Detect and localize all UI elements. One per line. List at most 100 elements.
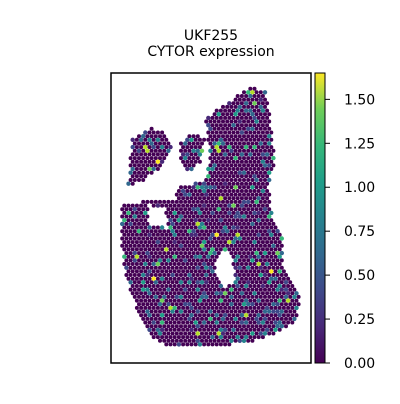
tissue-spot <box>181 203 186 208</box>
tissue-spot <box>179 236 183 241</box>
tissue-spot <box>242 97 246 102</box>
tissue-spot <box>229 331 234 336</box>
tissue-spot <box>166 199 171 204</box>
expression-spot <box>239 313 245 318</box>
expression-spot <box>130 137 135 142</box>
tissue-spot <box>256 115 261 120</box>
expression-spot <box>258 97 263 102</box>
tissue-spot <box>134 284 139 288</box>
tissue-spot <box>143 247 148 252</box>
tissue-spot <box>185 313 190 318</box>
tissue-spot <box>239 123 244 128</box>
tissue-spot <box>202 210 207 215</box>
tissue-spot <box>206 137 211 142</box>
tissue-spot <box>216 338 221 343</box>
tissue-spot <box>267 221 272 226</box>
tissue-spot <box>242 90 246 95</box>
colorbar-tick-label: 1.25 <box>344 136 375 152</box>
tissue-spot <box>187 265 192 270</box>
tissue-spot <box>162 287 167 292</box>
expression-spot <box>239 203 245 208</box>
tissue-spot <box>168 262 173 266</box>
expression-spot <box>222 152 228 157</box>
tissue-spot <box>229 199 234 204</box>
tissue-spot <box>269 298 274 303</box>
tissue-spot <box>244 262 249 266</box>
expression-spot <box>231 327 236 332</box>
tissue-spot <box>179 302 183 307</box>
expression-spot <box>201 261 207 267</box>
expression-spot <box>229 302 234 307</box>
tissue-spot <box>214 167 219 171</box>
expression-spot <box>204 272 209 278</box>
tissue-spot <box>254 309 259 314</box>
tissue-spot <box>189 196 194 201</box>
tissue-spot <box>143 254 148 259</box>
tissue-spot <box>181 225 186 230</box>
tissue-spot <box>254 97 259 102</box>
tissue-spot <box>174 309 179 314</box>
tissue-spot <box>145 207 150 212</box>
expression-spot <box>199 280 205 285</box>
tissue-spot <box>265 218 270 223</box>
tissue-spot <box>191 243 196 248</box>
tissue-spot <box>185 305 190 310</box>
expression-spot <box>233 112 238 117</box>
expression-spot <box>155 261 161 267</box>
expression-spot <box>204 280 209 285</box>
tissue-spot <box>155 298 160 303</box>
tissue-spot <box>141 178 146 182</box>
expression-spot <box>170 229 175 234</box>
tissue-spot <box>179 287 183 292</box>
expression-spot <box>256 261 261 267</box>
tissue-spot <box>258 178 263 182</box>
expression-spot <box>130 166 135 172</box>
tissue-spot <box>248 218 253 223</box>
tissue-spot <box>208 141 213 146</box>
expression-spot <box>294 291 299 296</box>
tissue-spot <box>256 145 261 150</box>
tissue-spot <box>134 232 139 237</box>
tissue-spot <box>275 258 280 263</box>
expression-spot <box>218 327 224 332</box>
tissue-spot <box>221 112 225 117</box>
tissue-spot <box>166 236 171 241</box>
tissue-spot <box>162 338 167 343</box>
tissue-spot <box>126 269 131 274</box>
tissue-spot <box>258 163 263 168</box>
expression-spot <box>206 218 211 223</box>
tissue-spot <box>202 327 207 332</box>
expression-spot <box>252 101 257 106</box>
tissue-spot <box>187 331 192 336</box>
tissue-spot <box>212 170 217 175</box>
tissue-spot <box>250 148 255 153</box>
tissue-spot <box>149 302 154 307</box>
tissue-spot <box>124 273 129 277</box>
tissue-spot <box>202 298 207 303</box>
tissue-spot <box>269 167 274 171</box>
expression-spot <box>243 320 249 325</box>
tissue-spot <box>195 134 200 139</box>
tissue-spot <box>181 254 186 259</box>
expression-spot <box>239 152 245 157</box>
tissue-spot <box>239 167 244 171</box>
tissue-spot <box>223 210 228 215</box>
tissue-spot <box>237 126 242 131</box>
expression-spot <box>233 258 238 263</box>
expression-spot <box>143 261 148 267</box>
colorbar-gradient <box>314 72 326 364</box>
expression-spot <box>262 316 268 322</box>
tissue-spot <box>244 137 249 142</box>
expression-spot <box>239 130 245 135</box>
tissue-spot <box>147 130 152 135</box>
tissue-spot <box>187 141 192 146</box>
tissue-spot <box>197 232 202 237</box>
tissue-spot <box>166 294 171 299</box>
tissue-spot <box>214 115 219 120</box>
expression-spot <box>275 324 280 329</box>
tissue-spot <box>231 181 236 186</box>
tissue-spot <box>248 130 253 135</box>
expression-spot <box>258 265 263 270</box>
tissue-spot <box>231 167 236 171</box>
tissue-spot <box>189 269 194 274</box>
